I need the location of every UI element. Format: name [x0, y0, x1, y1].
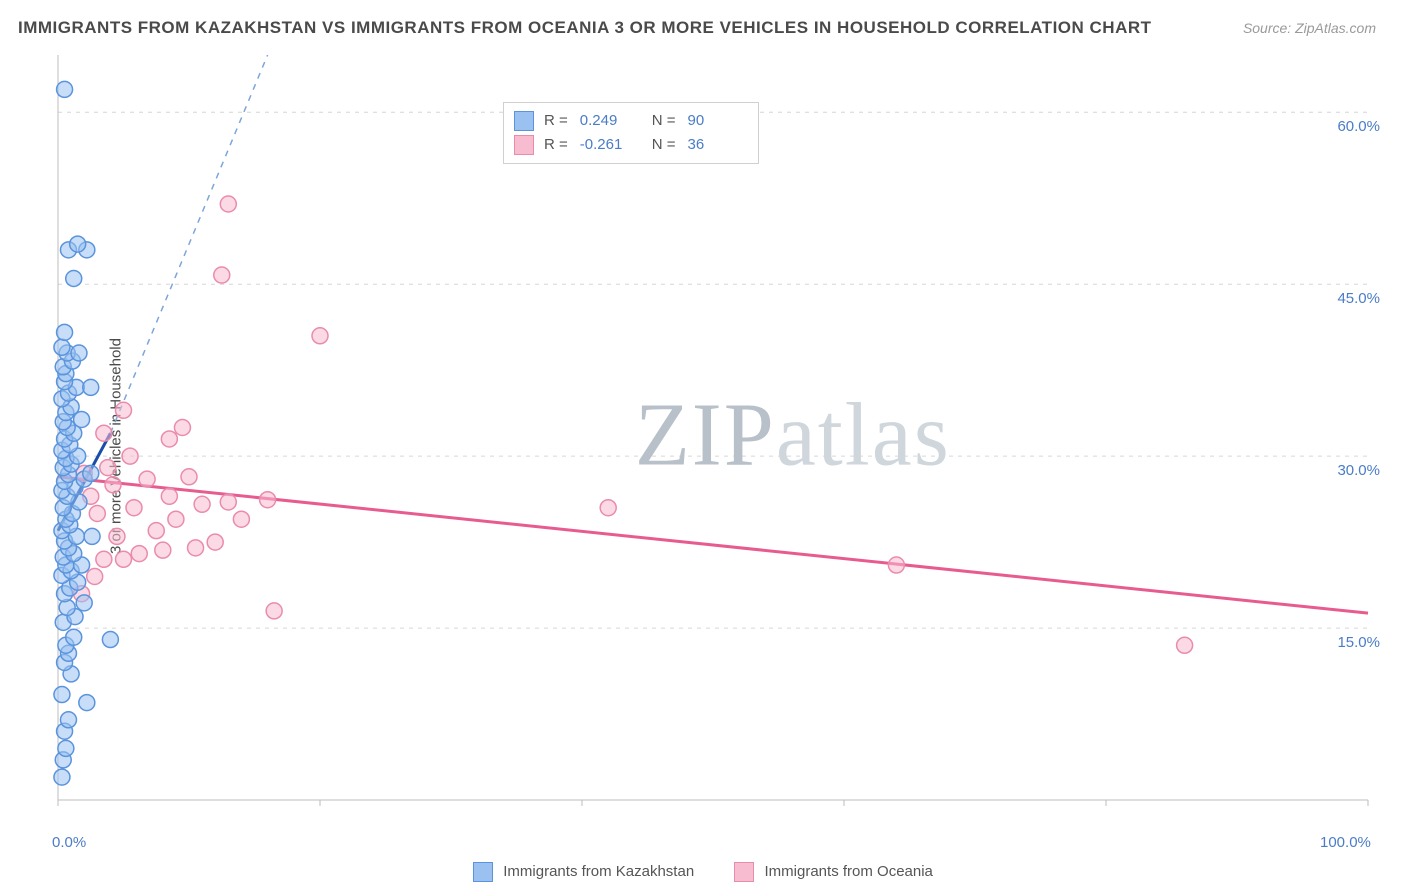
legend-r-value: -0.261: [580, 133, 636, 157]
legend-item-2: Immigrants from Oceania: [734, 863, 933, 880]
legend-label: Immigrants from Oceania: [765, 863, 933, 880]
source-attribution: Source: ZipAtlas.com: [1243, 20, 1376, 36]
y-tick-label: 15.0%: [1337, 634, 1380, 651]
legend-row-2: R = -0.261 N = 36: [514, 133, 744, 157]
legend-r-label: R =: [544, 133, 568, 157]
scatter-chart: ZIPatlas R = 0.249 N = 90 R = -0.261 N =…: [48, 50, 1378, 820]
y-tick-label: 60.0%: [1337, 118, 1380, 135]
legend-swatch-blue: [514, 111, 534, 131]
y-tick-label: 30.0%: [1337, 462, 1380, 479]
legend-item-1: Immigrants from Kazakhstan: [473, 863, 698, 880]
y-tick-label: 45.0%: [1337, 290, 1380, 307]
legend-swatch-blue: [473, 862, 493, 882]
legend-row-1: R = 0.249 N = 90: [514, 109, 744, 133]
legend-r-label: R =: [544, 109, 568, 133]
legend-n-value: 36: [688, 133, 744, 157]
x-tick-label: 0.0%: [52, 834, 86, 851]
chart-svg: [48, 50, 1378, 820]
legend-swatch-pink: [734, 862, 754, 882]
legend-n-label: N =: [652, 133, 676, 157]
x-tick-label: 100.0%: [1320, 834, 1371, 851]
stats-legend: R = 0.249 N = 90 R = -0.261 N = 36: [503, 102, 759, 164]
chart-title: IMMIGRANTS FROM KAZAKHSTAN VS IMMIGRANTS…: [18, 18, 1152, 38]
legend-label: Immigrants from Kazakhstan: [503, 863, 694, 880]
bottom-legend: Immigrants from Kazakhstan Immigrants fr…: [0, 862, 1406, 882]
legend-r-value: 0.249: [580, 109, 636, 133]
legend-n-label: N =: [652, 109, 676, 133]
legend-swatch-pink: [514, 135, 534, 155]
legend-n-value: 90: [688, 109, 744, 133]
